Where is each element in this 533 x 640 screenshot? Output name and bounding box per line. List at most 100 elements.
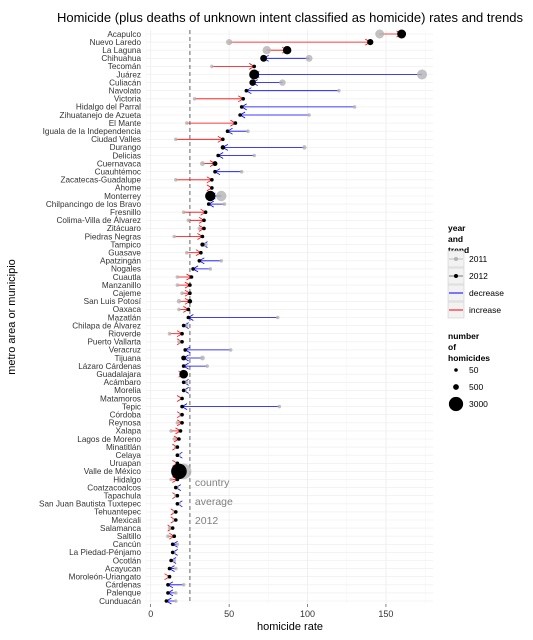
point-2012 [210,186,214,190]
y-tick-label: Tecomán [108,62,142,71]
point-2012 [210,178,214,182]
point-2011 [375,29,385,39]
point-2012 [171,463,187,480]
y-tick-label: Apatzingán [100,257,141,266]
y-tick-label: Cajeme [113,289,142,298]
legend-size-title: homicides [448,353,490,363]
legend-size-label: 500 [469,382,483,392]
y-tick-label: Uruapan [110,459,142,468]
y-tick-label: Chihuahua [101,54,141,63]
reference-label: 2012 [195,515,219,527]
y-tick-label: Salamanca [100,524,141,533]
point-2011 [205,364,209,368]
point-2012 [169,558,173,563]
point-2012 [191,267,195,271]
point-2011 [175,421,180,425]
point-2011 [167,526,172,530]
point-2012 [186,315,191,320]
point-2011 [166,534,170,538]
point-2011 [173,599,178,603]
y-tick-label: Ciudad Valles [91,135,141,144]
point-2011 [186,218,191,223]
point-2011 [184,250,189,255]
y-tick-label: Lagos de Moreno [77,435,141,444]
point-2012 [221,137,225,142]
y-tick-label: Tepic [122,402,141,411]
x-tick-label: 0 [148,609,153,619]
point-2012 [164,599,169,603]
point-2012 [181,323,186,328]
point-2012 [260,54,268,62]
point-2011 [228,348,233,352]
point-2012 [220,145,226,150]
y-axis-title: metro area or municipio [6,259,18,375]
point-2012 [188,283,192,287]
point-2011 [169,477,173,482]
point-2012 [170,542,175,547]
legend-size-point [448,396,464,412]
point-2012 [181,388,186,393]
x-axis-title: homicide rate [257,621,323,633]
point-2011 [181,210,186,214]
point-2012 [225,129,230,133]
y-tick-label: Veracruz [109,346,141,355]
point-2011 [184,323,189,328]
point-2011 [173,137,178,142]
point-2012 [167,566,172,571]
point-2011 [167,331,172,336]
point-2011 [175,283,180,287]
legend-size-label: 50 [469,365,479,375]
y-tick-label: Palenque [106,589,141,598]
y-tick-label: Cancún [113,540,142,549]
x-tick-labels: 0 50 100 150 [148,604,393,619]
plot-panel [146,30,433,604]
point-2011 [416,69,428,80]
y-tick-label: Reynosa [109,419,142,428]
point-2012 [189,275,194,279]
y-tick-label: Hidalgo del Parral [76,103,141,112]
reference-label: average [195,496,233,508]
y-tick-label: Cárdenas [105,581,141,590]
point-2011 [222,202,227,206]
legend-size-point [454,368,458,372]
point-2012 [252,64,257,69]
y-tick-label: Nogales [111,265,141,274]
point-2012 [166,583,170,587]
point-2012 [166,591,170,595]
point-2012 [180,396,184,401]
point-2011 [192,97,197,101]
y-tick-label: Chilpancingo de los Bravo [46,200,142,209]
trend-arrows [164,30,423,605]
legend-size-point [453,384,459,390]
y-tick-label: La Laguna [102,46,141,55]
y-tick-label: Zacatecas-Guadalupe [60,176,141,185]
y-tick-label: Moroleón-Uriangato [69,573,142,582]
y-tick-label: Hidalgo [113,475,141,484]
point-2011 [176,299,182,304]
point-2012 [180,331,184,336]
point-2011 [181,583,186,587]
legend-trend-title: year [448,223,466,233]
point-2011 [246,129,250,133]
chart-title: Homicide (plus deaths of unknown intent … [57,10,524,25]
y-tick-label: Zihuatanejo de Azueta [60,111,142,120]
y-tick-label: Acámbaro [104,378,142,387]
y-tick-label: Guasave [108,249,141,258]
legend-key-point [454,257,458,261]
point-2011 [180,291,184,296]
y-tick-label: Juárez [116,70,141,79]
point-2011 [200,161,205,167]
y-tick-label: Cunduacán [99,597,141,606]
y-tick-label: Cuauhtémoc [95,168,141,177]
point-2012 [181,380,186,385]
point-2012 [175,477,180,482]
point-2012 [397,29,407,39]
legend-trend-title: and [448,234,463,244]
y-tick-label: Tijuana [114,354,141,363]
point-2011 [169,429,173,433]
y-tick-label: Nuevo Laredo [90,38,142,47]
y-tick-label: Córdoba [110,411,142,420]
point-2012 [181,355,187,361]
